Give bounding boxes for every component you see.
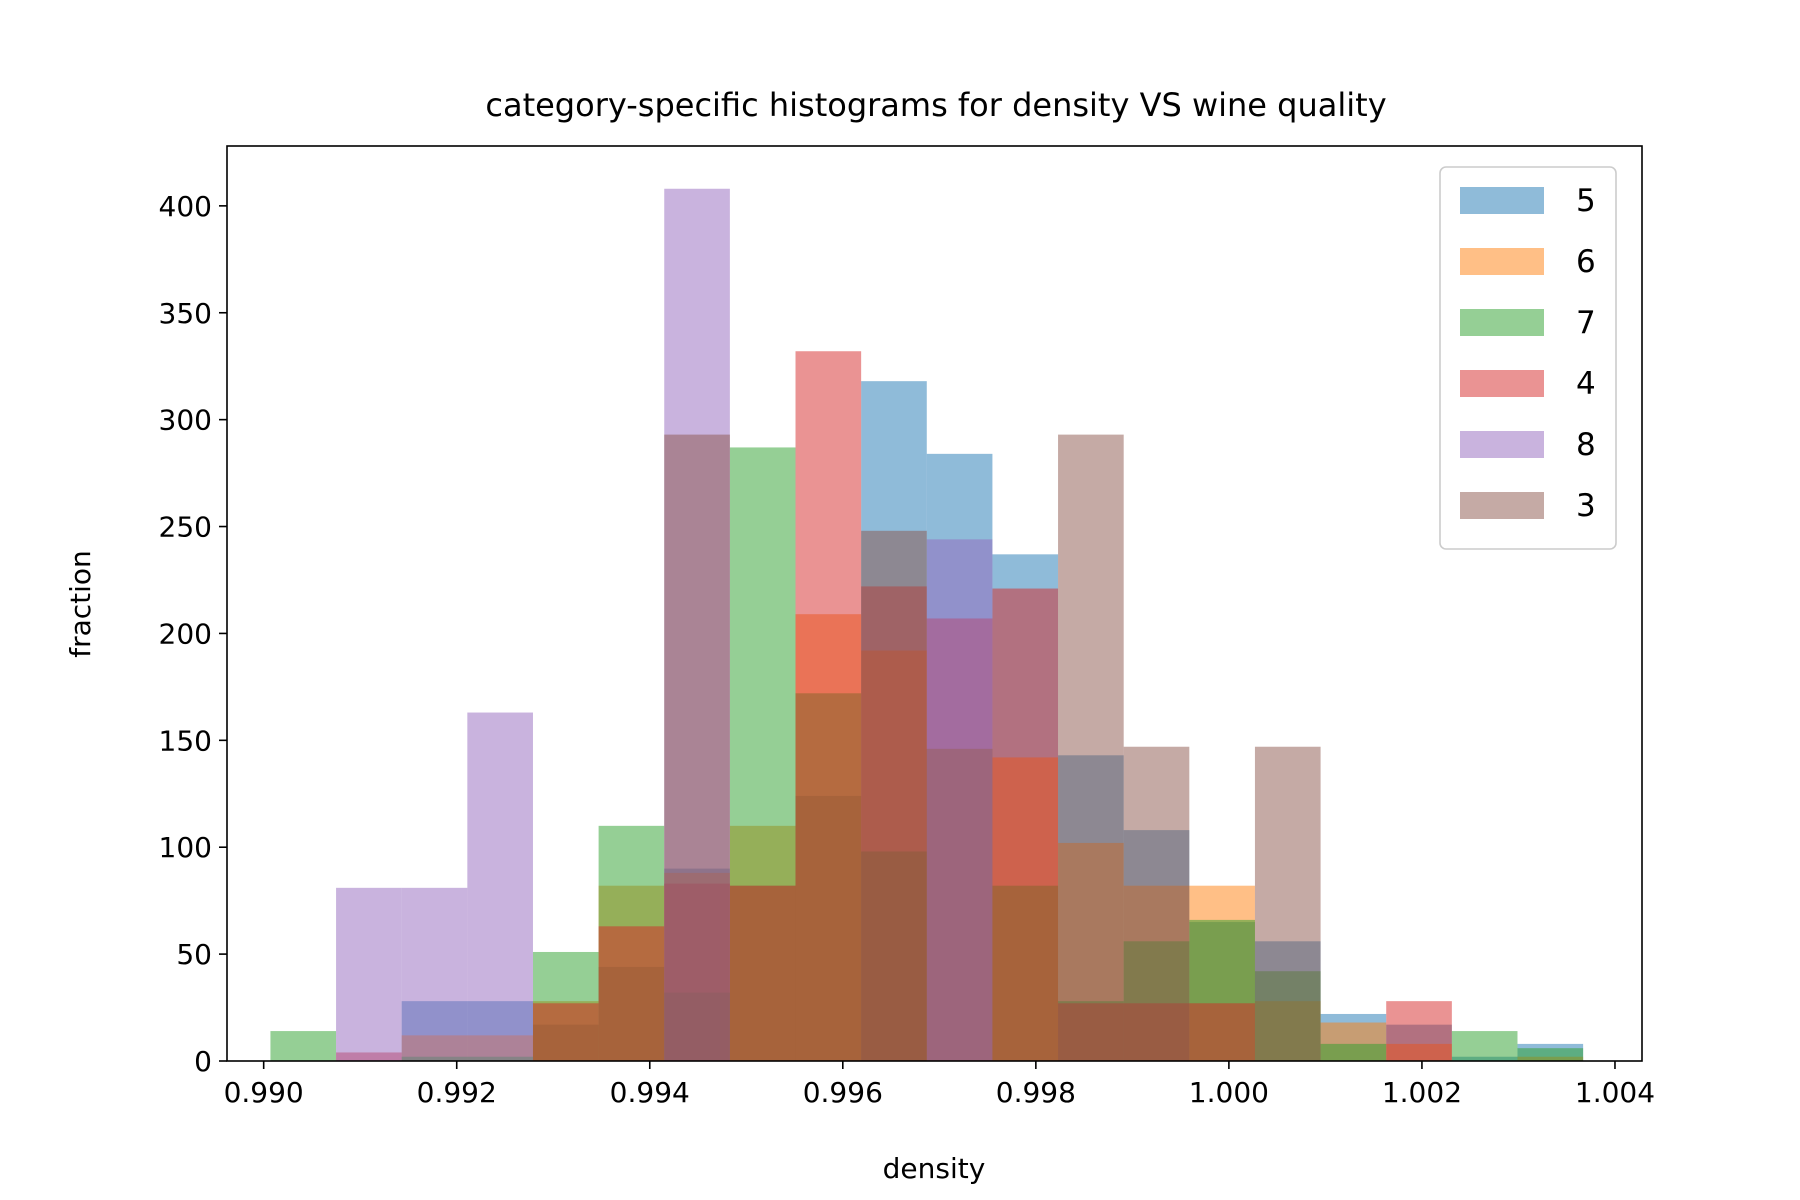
x-tick-label: 0.990 [224,1076,304,1109]
y-tick-label: 100 [159,831,212,864]
legend: 5 6 7 4 8 3 [1439,166,1617,550]
bar-series-8-bin-10 [926,539,993,1061]
plot-frame [226,145,1643,1062]
x-axis-label: density [883,1152,986,1185]
bars-layer [270,188,1584,1062]
legend-swatch-3 [1460,492,1544,519]
y-tick-label: 50 [176,938,212,971]
x-axis: 0.990 0.992 0.994 0.996 0.998 1.000 1.002 1.004 [224,1061,1655,1109]
bar-series-8-bin-3 [467,712,533,1061]
y-tick-label: 300 [159,404,212,437]
y-tick-label: 400 [159,190,212,223]
y-tick-label: 200 [159,617,212,650]
bar-series-4-bin-8 [795,351,862,1061]
bar-series-4-bin-5 [598,926,665,1061]
bar-series-4-bin-11 [992,588,1059,1061]
legend-swatch-5 [1460,187,1544,214]
bar-series-4-bin-4 [532,1003,599,1061]
bar-series-8-bin-1 [336,887,402,1061]
bar-series-7-bin-18 [1451,1031,1518,1061]
bar-series-3-bin-9 [861,530,927,1061]
legend-label-7: 7 [1576,305,1596,341]
legend-swatch-6 [1460,248,1544,275]
legend-swatch-8 [1460,431,1544,458]
bar-series-4-bin-17 [1386,1001,1452,1061]
bar-series-3-bin-13 [1123,746,1190,1061]
bar-series-4-bin-7 [729,885,796,1061]
chart-title: category-specific histograms for density… [485,86,1386,124]
y-tick-label: 350 [159,297,212,330]
y-axis: 0 50 100 150 200 250 300 350 400 [159,190,227,1078]
bar-series-3-bin-6 [664,434,730,1061]
bar-series-3-bin-12 [1058,434,1124,1061]
y-tick-label: 250 [159,511,212,544]
bar-series-7-bin-19 [1517,1048,1584,1061]
y-tick-label: 0 [194,1045,212,1078]
bar-series-3-bin-15 [1254,746,1321,1061]
legend-swatch-4 [1460,370,1544,397]
legend-label-4: 4 [1576,366,1596,402]
legend-label-6: 6 [1576,244,1596,280]
bar-series-7-bin-16 [1320,1043,1387,1061]
x-tick-label: 0.998 [996,1076,1076,1109]
y-tick-label: 150 [159,724,212,757]
bar-series-4-bin-14 [1189,1003,1255,1061]
x-tick-label: 1.000 [1189,1076,1269,1109]
bar-series-8-bin-2 [401,887,468,1061]
legend-label-8: 8 [1576,427,1596,463]
x-tick-label: 0.992 [417,1076,497,1109]
legend-label-5: 5 [1576,183,1596,219]
x-tick-label: 1.004 [1575,1076,1655,1109]
x-tick-label: 1.002 [1382,1076,1462,1109]
x-tick-label: 0.996 [803,1076,883,1109]
legend-label-3: 3 [1576,488,1596,524]
x-tick-label: 0.994 [610,1076,690,1109]
y-axis-label: fraction [64,550,97,658]
bar-series-7-bin-0 [270,1031,337,1061]
legend-swatch-7 [1460,309,1544,336]
legend-items: 5 6 7 4 8 3 [1460,183,1596,524]
